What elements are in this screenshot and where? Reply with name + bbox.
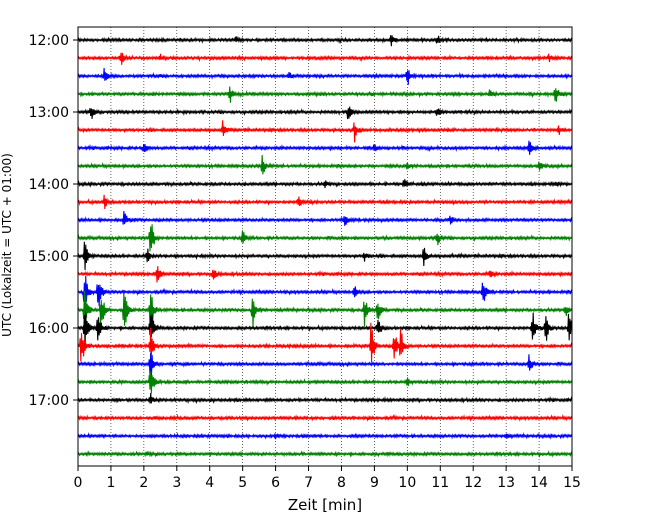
trace-1700 <box>77 392 573 405</box>
trace-1300 <box>77 106 573 120</box>
y-axis-label: UTC (Lokalzeit = UTC + 01:00) <box>0 153 14 337</box>
trace-1630 <box>77 352 573 380</box>
trace-1615 <box>77 322 573 363</box>
trace-1215 <box>77 52 573 65</box>
x-axis-label: Zeit [min] <box>288 496 362 514</box>
x-tick-label: 1 <box>106 475 115 491</box>
trace-1545 <box>77 290 573 330</box>
trace-1730 <box>77 432 573 440</box>
y-tick-label: 13:00 <box>29 105 69 121</box>
x-tick-label: 14 <box>530 475 548 491</box>
x-tick-label: 8 <box>337 475 346 491</box>
trace-1445 <box>77 224 573 252</box>
x-gridlines <box>110 27 540 466</box>
trace-1200 <box>77 35 573 47</box>
x-tick-label: 4 <box>205 475 214 491</box>
trace-1230 <box>77 67 573 85</box>
trace-1515 <box>77 266 573 283</box>
y-axis-ticks: 12:00 13:00 14:00 15:00 16:00 17:00 <box>29 33 78 409</box>
x-tick-label: 11 <box>431 475 449 491</box>
plot-frame <box>77 26 573 467</box>
trace-1415 <box>77 194 573 210</box>
trace-1745 <box>77 450 573 458</box>
x-tick-label: 13 <box>497 475 515 491</box>
trace-1500 <box>77 241 573 271</box>
y-tick-label: 15:00 <box>29 249 69 265</box>
x-tick-label: 12 <box>464 475 482 491</box>
x-tick-label: 0 <box>74 475 83 491</box>
x-tick-label: 5 <box>238 475 247 491</box>
y-tick-label: 16:00 <box>29 321 69 337</box>
x-tick-label: 3 <box>172 475 181 491</box>
trace-1530 <box>77 275 573 312</box>
trace-1645 <box>77 371 573 394</box>
trace-1715 <box>77 413 573 422</box>
trace-1600 <box>77 312 573 347</box>
seismic-traces <box>77 35 573 458</box>
x-tick-label: 7 <box>304 475 313 491</box>
y-tick-label: 14:00 <box>29 177 69 193</box>
trace-1245 <box>77 86 573 103</box>
x-tick-label: 15 <box>563 475 581 491</box>
x-tick-label: 6 <box>271 475 280 491</box>
trace-1400 <box>77 179 573 189</box>
trace-1345 <box>77 155 573 175</box>
trace-1430 <box>77 210 573 226</box>
trace-1330 <box>77 140 573 155</box>
x-tick-label: 10 <box>398 475 416 491</box>
x-axis-ticks: 0 1 2 3 4 5 6 7 8 9 10 11 12 13 14 15 <box>74 466 581 491</box>
x-tick-label: 9 <box>370 475 379 491</box>
y-tick-label: 12:00 <box>29 33 69 49</box>
trace-1315 <box>77 120 573 143</box>
x-tick-label: 2 <box>139 475 148 491</box>
y-tick-label: 17:00 <box>29 393 69 409</box>
